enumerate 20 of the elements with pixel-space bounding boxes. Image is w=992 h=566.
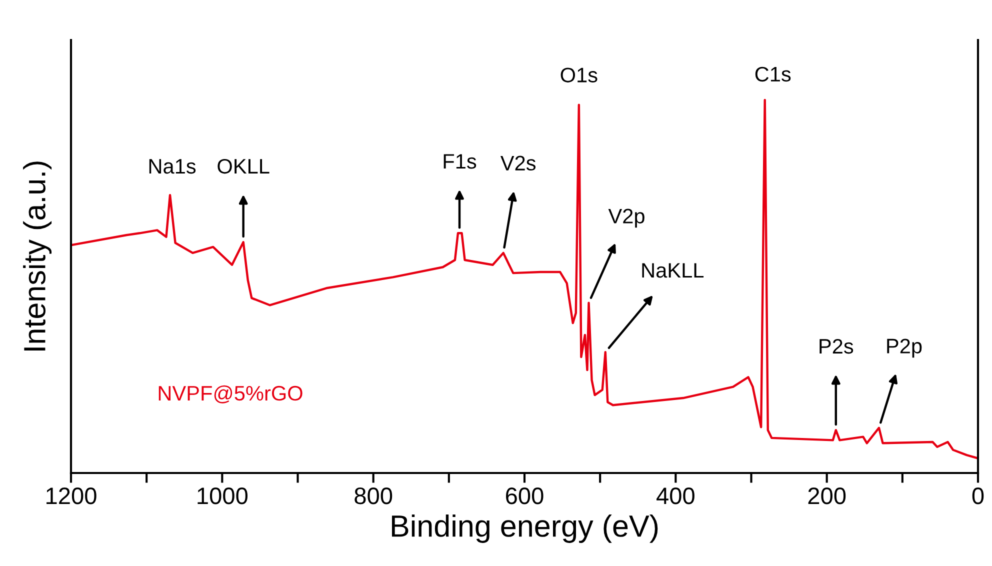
annotation: NaKLL [642, 263, 704, 278]
x-axis-title: Binding energy (eV) [392, 514, 658, 543]
x-tick-label: 800 [354, 488, 392, 504]
annotation: C1s [755, 66, 791, 82]
y-axis-title: Intensity (a.u.) [23, 162, 52, 350]
annotation: V2s [500, 156, 536, 171]
x-tick-label: 200 [808, 488, 846, 504]
annotation: O1s [560, 68, 598, 82]
annotation: P2p [887, 338, 922, 358]
x-tick-label: 1200 [46, 488, 96, 504]
x-tick-label: 400 [656, 488, 694, 504]
x-tick-label: 600 [506, 488, 544, 504]
annotation: P2s [820, 338, 854, 354]
annotation: OKLL [218, 158, 270, 174]
annotation: V2p [608, 208, 644, 228]
x-tick-label: 0 [972, 488, 984, 504]
text: NVPF@5%rGO [158, 385, 302, 404]
annotation: Na1s [149, 159, 196, 174]
x-tick-label: 1000 [198, 488, 248, 504]
annotation: F1s [444, 154, 476, 169]
